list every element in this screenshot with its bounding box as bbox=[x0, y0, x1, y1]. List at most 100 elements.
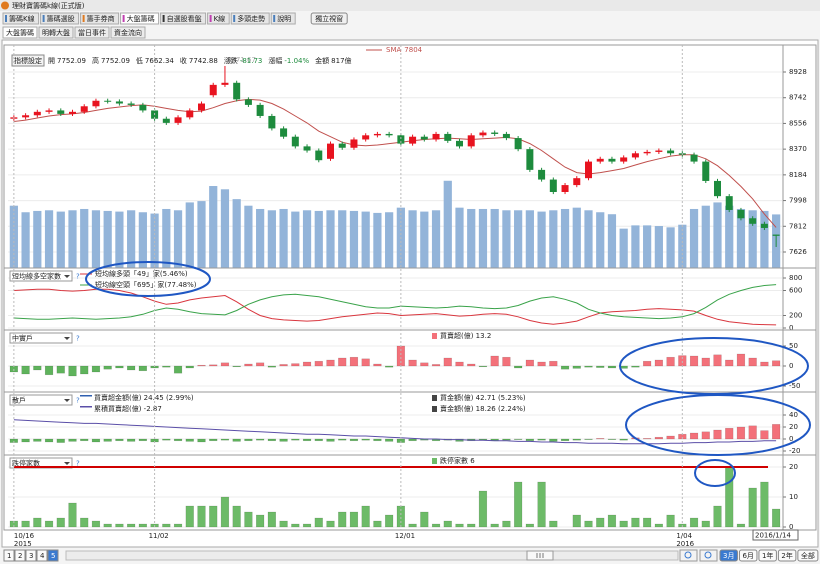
tab-label[interactable]: 多頭走勢 bbox=[237, 14, 265, 23]
info-label: 漲跌 bbox=[224, 56, 238, 65]
range-button[interactable] bbox=[738, 549, 758, 562]
candle-body bbox=[327, 143, 334, 159]
range-button[interactable] bbox=[758, 549, 777, 562]
bar bbox=[478, 490, 488, 528]
y-tick-label: 8370 bbox=[789, 145, 807, 153]
bar bbox=[314, 438, 323, 442]
tab-label[interactable]: 籌碼K線 bbox=[9, 14, 35, 23]
volume-bar bbox=[666, 227, 675, 268]
y-tick-label: 7812 bbox=[789, 222, 807, 230]
help-icon[interactable]: ? bbox=[76, 273, 80, 281]
bar bbox=[361, 438, 370, 441]
volume-bar bbox=[338, 210, 347, 268]
tab-marker bbox=[162, 15, 165, 22]
y-tick-label: 8928 bbox=[789, 68, 807, 76]
x-year-label: 2016 bbox=[676, 540, 694, 548]
indicator-selector[interactable] bbox=[9, 270, 73, 282]
y-tick-label: 8742 bbox=[789, 94, 807, 102]
volume-bar bbox=[385, 212, 394, 268]
range-label[interactable]: 3月 bbox=[723, 552, 734, 560]
popout-button[interactable] bbox=[310, 12, 348, 25]
help-icon[interactable]: ? bbox=[76, 397, 80, 405]
settings-button[interactable] bbox=[11, 54, 45, 67]
tab[interactable] bbox=[80, 12, 120, 25]
range-button[interactable] bbox=[777, 549, 797, 562]
bar bbox=[267, 511, 276, 528]
indicator-name[interactable]: 散戶 bbox=[12, 396, 26, 405]
bar bbox=[162, 523, 171, 528]
popout-label[interactable]: 獨立視窗 bbox=[315, 14, 343, 23]
candle-body bbox=[667, 150, 675, 154]
range-label[interactable]: 2年 bbox=[781, 551, 792, 560]
subtab-label[interactable]: 當日事件 bbox=[78, 28, 106, 37]
volume-bar bbox=[373, 212, 382, 268]
bar bbox=[607, 514, 617, 528]
indicator-selector[interactable] bbox=[9, 332, 73, 344]
bar bbox=[514, 365, 523, 369]
cursor-label-box bbox=[752, 529, 799, 541]
tab[interactable] bbox=[230, 12, 270, 25]
indicator-name[interactable]: 中實戶 bbox=[12, 334, 33, 343]
tab-label[interactable]: 大盤籌碼 bbox=[127, 14, 155, 23]
range-label[interactable]: 6月 bbox=[742, 552, 753, 560]
settings-label[interactable]: 指標設定 bbox=[14, 56, 42, 65]
bar bbox=[127, 438, 136, 442]
indicator-name[interactable]: 短均線多空家數 bbox=[12, 272, 61, 281]
bar bbox=[326, 438, 335, 442]
zoom-button[interactable] bbox=[699, 549, 718, 562]
help-icon[interactable]: ? bbox=[76, 460, 80, 468]
tab-label[interactable]: 籌手券商 bbox=[87, 14, 115, 23]
tab[interactable] bbox=[40, 12, 80, 25]
volume-bar bbox=[631, 225, 640, 268]
range-button[interactable] bbox=[797, 549, 819, 562]
tab[interactable] bbox=[207, 12, 230, 25]
page-label[interactable]: 4 bbox=[40, 552, 45, 560]
page-button[interactable] bbox=[3, 549, 15, 562]
subtab[interactable] bbox=[38, 26, 74, 39]
subtab[interactable] bbox=[110, 26, 146, 39]
indicator-selector[interactable] bbox=[9, 394, 73, 406]
y-tick-label: 20 bbox=[789, 463, 798, 471]
zoom-button[interactable] bbox=[679, 549, 698, 562]
candle-body bbox=[385, 133, 393, 136]
tab[interactable] bbox=[120, 12, 160, 25]
volume-bar bbox=[643, 225, 652, 268]
tab-label[interactable]: 自選股看盤 bbox=[167, 14, 202, 23]
tab[interactable] bbox=[160, 12, 207, 25]
candle-body bbox=[221, 82, 229, 85]
tab-label[interactable]: 籌碼選股 bbox=[47, 14, 75, 23]
page-button[interactable] bbox=[14, 549, 26, 562]
tab[interactable] bbox=[2, 12, 40, 25]
indicator-name[interactable]: 跌停家數 bbox=[12, 459, 40, 468]
range-label[interactable]: 全部 bbox=[801, 551, 815, 560]
bar bbox=[68, 502, 77, 528]
subtab[interactable] bbox=[2, 26, 38, 39]
page-button[interactable] bbox=[36, 549, 48, 562]
page-label[interactable]: 2 bbox=[18, 552, 22, 560]
bar bbox=[256, 438, 265, 441]
subtab-label[interactable]: 資金流向 bbox=[114, 28, 142, 37]
tab-label[interactable]: 說明 bbox=[277, 14, 291, 23]
bar bbox=[127, 365, 136, 371]
page-label[interactable]: 3 bbox=[29, 552, 33, 560]
bar bbox=[103, 523, 112, 528]
subtab[interactable] bbox=[74, 26, 110, 39]
subtab-label[interactable]: 明轉大盤 bbox=[42, 28, 70, 37]
range-button[interactable] bbox=[719, 549, 738, 562]
range-label[interactable]: 1年 bbox=[762, 551, 773, 560]
bar bbox=[103, 365, 112, 370]
page-button[interactable] bbox=[25, 549, 37, 562]
bar bbox=[44, 520, 54, 528]
help-icon[interactable]: ? bbox=[76, 335, 80, 343]
bar bbox=[596, 438, 605, 440]
bar bbox=[490, 523, 499, 528]
x-tick-label: 1/04 bbox=[676, 532, 692, 540]
page-label[interactable]: 5 bbox=[51, 552, 55, 560]
subtab-label[interactable]: 大盤籌碼 bbox=[6, 28, 34, 37]
tab[interactable] bbox=[270, 12, 296, 25]
page-label[interactable]: 1 bbox=[7, 552, 11, 560]
tab-label[interactable]: K線 bbox=[214, 14, 226, 23]
bar bbox=[256, 514, 265, 528]
scrollbar[interactable] bbox=[65, 550, 679, 561]
page-button[interactable] bbox=[47, 549, 59, 562]
